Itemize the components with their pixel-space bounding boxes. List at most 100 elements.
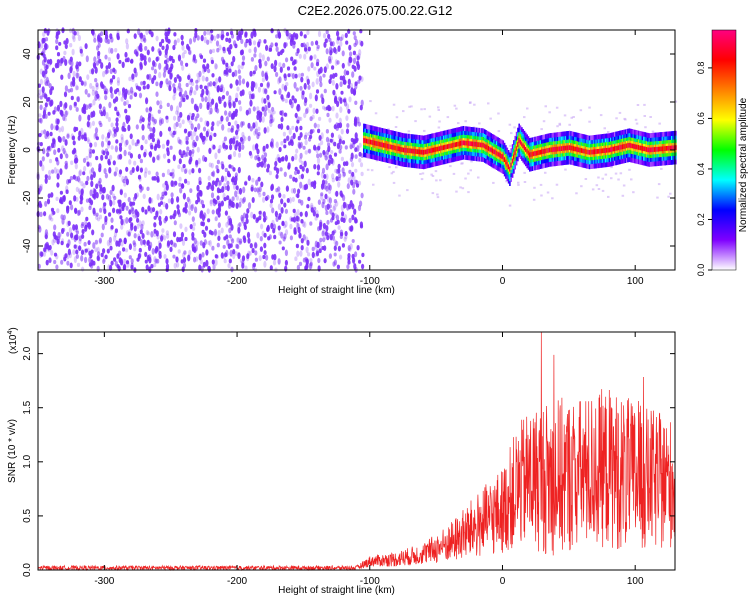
noise-cell [279, 50, 283, 56]
signal-cell [606, 147, 608, 153]
noise-cell [115, 121, 119, 127]
noise-cell [124, 58, 128, 63]
noise-cell [283, 171, 287, 177]
noise-cell [266, 227, 270, 232]
noise-cell [273, 234, 277, 240]
noise-cell [103, 168, 107, 174]
noise-cell [39, 104, 43, 111]
noise-cell [289, 216, 293, 222]
noise-cell [248, 48, 252, 53]
noise-cell [326, 112, 330, 118]
noise-cell [78, 170, 82, 177]
noise-cell [353, 208, 357, 215]
noise-cell [181, 239, 186, 246]
noise-cell [244, 181, 248, 186]
noise-cell [333, 252, 337, 257]
noise-cell [129, 133, 133, 140]
speckle-cell [439, 179, 442, 182]
signal-cell [556, 146, 559, 152]
signal-cell [665, 146, 668, 151]
noise-cell [89, 189, 93, 197]
noise-cell [43, 211, 47, 217]
noise-cell [44, 102, 48, 108]
noise-cell [226, 47, 230, 52]
noise-cell [223, 197, 227, 202]
noise-cell [166, 150, 170, 157]
noise-cell [102, 106, 106, 113]
noise-cell [232, 249, 236, 255]
noise-cell [263, 242, 267, 249]
noise-cell [111, 184, 115, 192]
noise-cell [250, 211, 254, 219]
noise-cell [352, 57, 357, 65]
noise-cell [75, 230, 79, 235]
noise-cell [70, 95, 74, 101]
noise-cell [170, 242, 175, 248]
noise-cell [188, 79, 192, 86]
noise-cell [186, 114, 191, 121]
noise-cell [95, 212, 99, 217]
noise-cell [126, 261, 130, 268]
signal-cell [371, 139, 373, 145]
noise-cell [326, 203, 330, 210]
noise-cell [294, 256, 298, 262]
noise-cell [89, 82, 93, 89]
speckle-cell [508, 151, 511, 153]
noise-cell [153, 62, 157, 68]
signal-cell [396, 146, 398, 151]
noise-cell [203, 239, 207, 246]
speckle-cell [464, 120, 467, 123]
noise-cell [234, 120, 238, 126]
noise-cell [125, 178, 129, 186]
noise-cell [309, 56, 313, 62]
noise-cell [161, 191, 165, 197]
noise-cell [89, 252, 93, 259]
noise-cell [284, 208, 288, 214]
noise-cell [238, 79, 242, 86]
noise-cell [122, 178, 126, 184]
noise-cell [46, 130, 50, 137]
noise-cell [232, 252, 236, 260]
noise-cell [70, 60, 74, 67]
noise-cell [47, 193, 51, 199]
signal-cell [503, 157, 506, 162]
noise-cell [185, 62, 189, 67]
signal-cell [514, 150, 516, 156]
signal-cell [426, 149, 429, 154]
noise-cell [214, 259, 218, 266]
noise-cell [118, 171, 122, 178]
signal-cell [655, 147, 657, 152]
noise-cell [100, 140, 105, 148]
noise-cell [258, 39, 262, 44]
noise-cell [105, 136, 109, 143]
noise-cell [328, 37, 332, 43]
noise-cell [352, 139, 356, 145]
noise-cell [105, 65, 109, 70]
noise-cell [296, 119, 300, 124]
noise-cell [299, 181, 303, 189]
noise-cell [222, 244, 226, 249]
signal-cell [636, 144, 639, 150]
noise-cell [263, 152, 268, 158]
noise-cell [230, 237, 234, 242]
noise-cell [182, 257, 187, 263]
noise-cell [294, 166, 298, 171]
noise-cell [138, 247, 142, 253]
noise-cell [187, 254, 191, 259]
noise-cell [157, 202, 162, 207]
noise-cell [318, 75, 323, 83]
noise-cell [228, 217, 232, 224]
noise-cell [89, 69, 93, 74]
noise-cell [230, 30, 234, 36]
noise-cell [51, 169, 55, 174]
noise-cell [328, 78, 332, 84]
noise-cell [97, 50, 101, 57]
noise-cell [39, 117, 43, 124]
signal-cell [669, 145, 672, 151]
noise-cell [349, 200, 353, 207]
noise-cell [302, 234, 306, 241]
noise-cell [347, 59, 351, 67]
signal-cell [559, 146, 562, 152]
noise-cell [190, 151, 195, 158]
